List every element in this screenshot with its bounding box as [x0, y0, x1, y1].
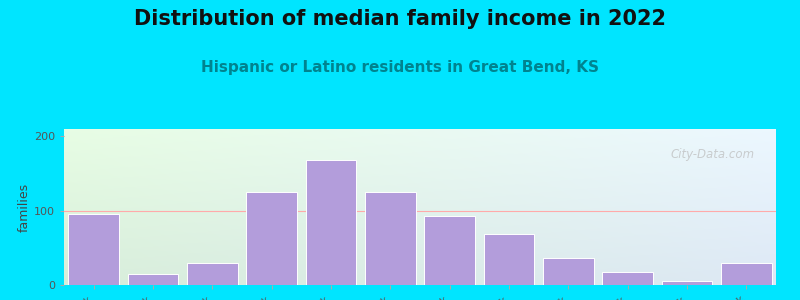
- Text: Hispanic or Latino residents in Great Bend, KS: Hispanic or Latino residents in Great Be…: [201, 60, 599, 75]
- Bar: [128, 274, 178, 285]
- Text: Distribution of median family income in 2022: Distribution of median family income in …: [134, 9, 666, 29]
- Text: City-Data.com: City-Data.com: [670, 148, 754, 161]
- Bar: [602, 272, 653, 285]
- Bar: [662, 281, 712, 285]
- Y-axis label: families: families: [18, 182, 31, 232]
- Bar: [246, 192, 297, 285]
- Bar: [484, 235, 534, 285]
- Bar: [365, 192, 415, 285]
- Bar: [543, 257, 594, 285]
- Bar: [425, 216, 475, 285]
- Bar: [306, 160, 356, 285]
- Bar: [721, 263, 771, 285]
- Bar: [187, 263, 238, 285]
- Bar: [69, 214, 119, 285]
